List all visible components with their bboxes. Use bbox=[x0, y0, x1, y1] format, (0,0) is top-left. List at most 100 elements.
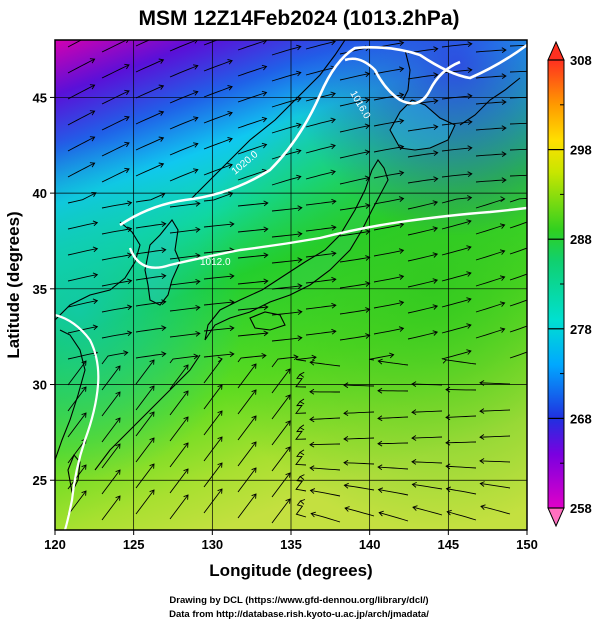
streamline bbox=[441, 95, 472, 100]
streamline-arrow bbox=[479, 434, 485, 440]
streamline-arrow bbox=[411, 409, 417, 415]
streamline-arrow bbox=[500, 196, 506, 202]
streamline-arrow bbox=[92, 246, 99, 253]
streamline-arrow bbox=[479, 458, 485, 464]
isobars bbox=[55, 43, 527, 530]
streamline-arrow bbox=[227, 163, 233, 169]
streamline bbox=[237, 389, 257, 415]
streamline bbox=[339, 308, 370, 315]
y-axis-label: Latitude (degrees) bbox=[4, 211, 23, 358]
streamline-arrow bbox=[251, 415, 257, 421]
streamline bbox=[135, 385, 155, 411]
streamline-arrow bbox=[433, 124, 439, 131]
streamline bbox=[411, 461, 443, 464]
streamline bbox=[203, 410, 223, 436]
streamline-arrow bbox=[91, 191, 97, 198]
streamline-arrow bbox=[432, 330, 439, 336]
streamline bbox=[135, 137, 164, 151]
streamline bbox=[135, 411, 155, 437]
contour-label: 1012.0 bbox=[200, 257, 231, 268]
streamline bbox=[407, 178, 438, 184]
streamline bbox=[169, 228, 200, 234]
streamline bbox=[271, 46, 301, 56]
streamline bbox=[101, 64, 130, 79]
streamline-arrow bbox=[229, 351, 235, 358]
streamline-arrow bbox=[377, 440, 383, 447]
streamline bbox=[135, 437, 155, 463]
streamline bbox=[271, 124, 301, 134]
streamline-arrow bbox=[127, 330, 133, 337]
streamline-arrow bbox=[501, 151, 507, 157]
streamline-arrow bbox=[299, 499, 306, 505]
streamline bbox=[509, 247, 527, 255]
streamline-arrow bbox=[389, 352, 395, 359]
streamline bbox=[169, 442, 189, 468]
streamline-arrow bbox=[399, 144, 405, 151]
streamline-arrow bbox=[158, 110, 165, 116]
streamline bbox=[135, 223, 166, 229]
streamline bbox=[271, 150, 301, 160]
streamline-arrow bbox=[81, 360, 87, 366]
streamline-arrow bbox=[115, 365, 121, 371]
streamline-arrow bbox=[331, 302, 337, 309]
streamline bbox=[203, 249, 234, 254]
streamline-arrow bbox=[399, 40, 405, 47]
streamline bbox=[373, 120, 404, 127]
streamline-arrow bbox=[534, 295, 539, 300]
streamline bbox=[237, 170, 267, 181]
colorbar-top-arrow bbox=[547, 40, 565, 61]
streamline-arrow bbox=[193, 116, 199, 122]
streamline bbox=[203, 60, 233, 72]
streamline bbox=[377, 442, 409, 445]
streamline-arrow bbox=[251, 389, 257, 395]
streamline-arrow bbox=[251, 493, 257, 499]
streamline-arrow bbox=[124, 89, 130, 96]
streamline bbox=[101, 469, 121, 495]
streamline-arrow bbox=[127, 304, 133, 311]
streamline-arrow bbox=[441, 358, 448, 364]
footer-credit: Drawing by DCL (https://www.gfd-dennou.o… bbox=[169, 595, 428, 606]
streamline-arrow bbox=[89, 110, 96, 116]
streamline-arrow bbox=[501, 177, 507, 183]
lon-axis: 120 125 130 135 140 145 150 bbox=[44, 530, 538, 552]
streamline-arrow bbox=[299, 449, 305, 456]
streamline-arrow bbox=[343, 482, 349, 489]
streamline bbox=[305, 200, 336, 206]
streamline-arrow bbox=[263, 304, 269, 311]
streamline-arrow bbox=[446, 509, 452, 516]
streamline bbox=[509, 221, 527, 229]
streamline-arrow bbox=[445, 414, 451, 421]
streamline-arrow bbox=[195, 252, 201, 259]
lon-tick-label: 135 bbox=[280, 537, 302, 552]
streamline bbox=[203, 86, 233, 98]
streamline bbox=[295, 452, 307, 466]
streamline bbox=[509, 273, 527, 281]
streamline-arrow bbox=[183, 416, 189, 422]
lat-tick-label: 25 bbox=[33, 473, 47, 488]
streamline bbox=[305, 252, 336, 258]
streamline-arrow bbox=[89, 58, 96, 64]
streamline-arrow bbox=[285, 420, 291, 426]
x-axis-label: Longitude (degrees) bbox=[209, 561, 372, 580]
streamline-arrow bbox=[499, 249, 506, 255]
streamline bbox=[378, 466, 409, 470]
streamline bbox=[271, 498, 291, 524]
streamline-arrow bbox=[466, 271, 472, 277]
streamline bbox=[135, 40, 151, 47]
streamline-arrow bbox=[158, 84, 165, 90]
streamline-arrow bbox=[432, 226, 439, 232]
streamline bbox=[169, 169, 198, 182]
streamline-arrow bbox=[467, 145, 473, 152]
streamline-arrow bbox=[433, 150, 439, 157]
streamline-arrow bbox=[365, 255, 371, 261]
streamline bbox=[305, 41, 336, 50]
streamline-arrow bbox=[432, 252, 439, 258]
streamline-arrow bbox=[377, 358, 383, 365]
streamline-arrow bbox=[501, 125, 507, 131]
streamline-arrow bbox=[193, 168, 199, 174]
streamline bbox=[305, 145, 336, 154]
streamline-arrow bbox=[310, 511, 316, 518]
streamline bbox=[67, 40, 83, 48]
streamline bbox=[135, 489, 155, 515]
streamline-arrow bbox=[149, 411, 155, 417]
